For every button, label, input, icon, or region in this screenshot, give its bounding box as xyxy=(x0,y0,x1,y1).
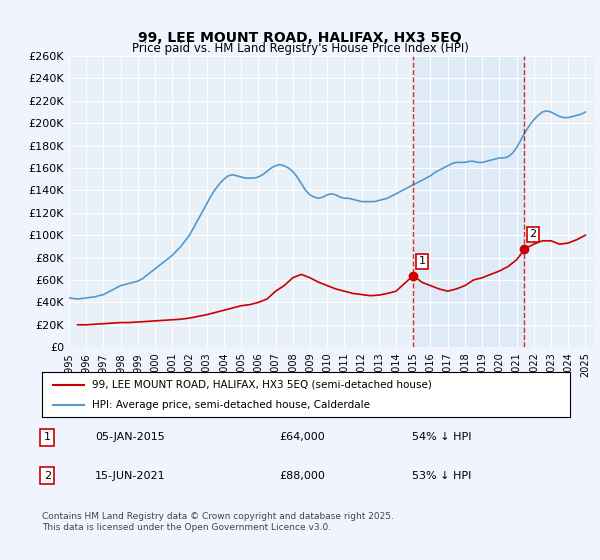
Bar xyxy=(413,56,524,347)
Text: £88,000: £88,000 xyxy=(280,470,325,480)
Text: 99, LEE MOUNT ROAD, HALIFAX, HX3 5EQ (semi-detached house): 99, LEE MOUNT ROAD, HALIFAX, HX3 5EQ (se… xyxy=(92,380,432,390)
Text: £64,000: £64,000 xyxy=(280,432,325,442)
Text: 2: 2 xyxy=(530,230,537,240)
Text: 1: 1 xyxy=(44,432,51,442)
Text: Contains HM Land Registry data © Crown copyright and database right 2025.
This d: Contains HM Land Registry data © Crown c… xyxy=(42,512,394,532)
Text: 99, LEE MOUNT ROAD, HALIFAX, HX3 5EQ: 99, LEE MOUNT ROAD, HALIFAX, HX3 5EQ xyxy=(138,31,462,45)
Text: 54% ↓ HPI: 54% ↓ HPI xyxy=(412,432,471,442)
Text: HPI: Average price, semi-detached house, Calderdale: HPI: Average price, semi-detached house,… xyxy=(92,400,370,410)
Text: 15-JUN-2021: 15-JUN-2021 xyxy=(95,470,166,480)
Text: 53% ↓ HPI: 53% ↓ HPI xyxy=(412,470,471,480)
Text: 2: 2 xyxy=(44,470,51,480)
Text: Price paid vs. HM Land Registry's House Price Index (HPI): Price paid vs. HM Land Registry's House … xyxy=(131,42,469,55)
Text: 1: 1 xyxy=(419,256,425,267)
Text: 05-JAN-2015: 05-JAN-2015 xyxy=(95,432,164,442)
